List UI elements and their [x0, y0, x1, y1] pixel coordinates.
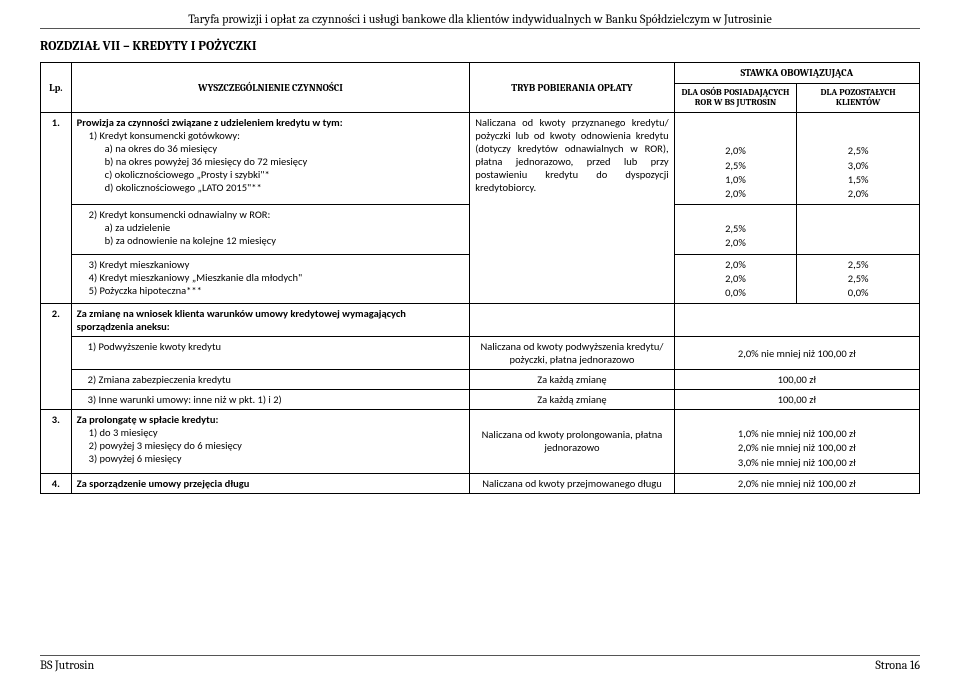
list-item: b) na okres powyżej 36 miesięcy do 72 mi… — [77, 155, 465, 168]
list-item: 1) Kredyt konsumencki gotówkowy: — [77, 129, 465, 142]
cell-rate-merged: 100,00 zł — [674, 390, 919, 410]
cell-tryb: Naliczana od kwoty przyznanego kredytu/ … — [470, 113, 674, 304]
rate-value: 2,0% — [680, 144, 792, 158]
cell-tryb: Za każdą zmianę — [470, 390, 674, 410]
rate-value: 3,0% nie mniej niż 100,00 zł — [680, 456, 914, 470]
rate-value: 2,5% — [680, 222, 792, 236]
table-row: 4. Za sporządzenie umowy przejęcia długu… — [41, 473, 920, 493]
th-desc: WYSZCZEGÓLNIENIE CZYNNOŚCI — [71, 63, 470, 113]
cell-desc: 3) Inne warunki umowy: inne niż w pkt. 1… — [71, 390, 470, 410]
cell-desc: 2) Kredyt konsumencki odnawialny w ROR: … — [71, 205, 470, 255]
th-rate1: DLA OSÓB POSIADAJĄCYCH ROR W BS JUTROSIN — [674, 84, 797, 113]
rate-value: 2,0% — [680, 272, 792, 286]
table-row: 3. Za prolongatę w spłacie kredytu: 1) d… — [41, 410, 920, 474]
table-row: 2. Za zmianę na wniosek klienta warunków… — [41, 304, 920, 337]
list-item: 1) do 3 miesięcy — [77, 426, 465, 439]
cell-desc: Za sporządzenie umowy przejęcia długu — [71, 473, 470, 493]
cell-rate1: 2,5% 2,0% — [674, 205, 797, 255]
cell-rate-merged: 100,00 zł — [674, 370, 919, 390]
cell-tryb — [470, 304, 674, 337]
list-item: 3) powyżej 6 miesięcy — [77, 452, 465, 465]
table-header-row-1: Lp. WYSZCZEGÓLNIENIE CZYNNOŚCI TRYB POBI… — [41, 63, 920, 84]
cell-desc: 3) Kredyt mieszkaniowy 4) Kredyt mieszka… — [71, 254, 470, 304]
list-item: 2) powyżej 3 miesięcy do 6 miesięcy — [77, 439, 465, 452]
th-rate-group: STAWKA OBOWIĄZUJĄCA — [674, 63, 919, 84]
page-footer: BS Jutrosin Strona 16 — [40, 655, 920, 672]
cell-rate2: 2,5% 3,0% 1,5% 2,0% — [797, 113, 920, 205]
list-item: c) okolicznościowego „Prosty i szybki"* — [77, 168, 465, 181]
rate-value: 1,0% nie mniej niż 100,00 zł — [680, 427, 914, 441]
cell-tryb: Naliczana od kwoty przejmowanego długu — [470, 473, 674, 493]
rate-value: 2,5% — [802, 272, 914, 286]
table-row: 3) Inne warunki umowy: inne niż w pkt. 1… — [41, 390, 920, 410]
list-item: a) na okres do 36 miesięcy — [77, 142, 465, 155]
cell-lp: 3. — [41, 410, 72, 474]
rate-value: 2,0% — [802, 187, 914, 201]
rate-value: 3,0% — [802, 159, 914, 173]
page-header: Taryfa prowizji i opłat za czynności i u… — [40, 12, 920, 29]
cell-rate-merged: 2,0% nie mniej niż 100,00 zł — [674, 473, 919, 493]
cell-desc: 1) Podwyższenie kwoty kredytu — [71, 337, 470, 370]
cell-rate-merged: 2,0% nie mniej niż 100,00 zł — [674, 337, 919, 370]
list-item: 2) Kredyt konsumencki odnawialny w ROR: — [77, 208, 465, 221]
rate-value: 2,5% — [802, 144, 914, 158]
list-item: 4) Kredyt mieszkaniowy „Mieszkanie dla m… — [77, 271, 465, 284]
fees-table: Lp. WYSZCZEGÓLNIENIE CZYNNOŚCI TRYB POBI… — [40, 62, 920, 494]
footer-right: Strona 16 — [875, 658, 920, 672]
rate-value: 0,0% — [802, 286, 914, 300]
table-row: 1. Prowizja za czynności związane z udzi… — [41, 113, 920, 205]
cell-rate2: 2,5% 2,5% 0,0% — [797, 254, 920, 304]
cell-rate1: 2,0% 2,0% 0,0% — [674, 254, 797, 304]
cell-desc: Za prolongatę w spłacie kredytu: 1) do 3… — [71, 410, 470, 474]
cell-lp: 1. — [41, 113, 72, 304]
rate-value: 2,0% — [680, 187, 792, 201]
list-item: d) okolicznościowego „LATO 2015"** — [77, 181, 465, 194]
table-row: 1) Podwyższenie kwoty kredytu Naliczana … — [41, 337, 920, 370]
cell-tryb: Naliczana od kwoty podwyższenia kredytu/… — [470, 337, 674, 370]
section-title: ROZDZIAŁ VII – KREDYTY I POŻYCZKI — [40, 39, 920, 54]
th-rate2: DLA POZOSTAŁYCH KLIENTÓW — [797, 84, 920, 113]
cell-rate2 — [797, 205, 920, 255]
th-lp: Lp. — [41, 63, 72, 113]
rate-value: 1,0% — [680, 173, 792, 187]
cell-rate-merged: 1,0% nie mniej niż 100,00 zł 2,0% nie mn… — [674, 410, 919, 474]
footer-left: BS Jutrosin — [40, 658, 94, 672]
cell-tryb: Naliczana od kwoty prolongowania, płatna… — [470, 410, 674, 474]
list-item: 5) Pożyczka hipoteczna*** — [77, 284, 465, 297]
rate-value: 2,0% — [680, 258, 792, 272]
page: Taryfa prowizji i opłat za czynności i u… — [0, 0, 960, 682]
rate-value: 1,5% — [802, 173, 914, 187]
table-row: 2) Zmiana zabezpieczenia kredytu Za każd… — [41, 370, 920, 390]
rate-value: 2,5% — [802, 258, 914, 272]
list-item: 3) Kredyt mieszkaniowy — [77, 258, 465, 271]
cell-desc: 2) Zmiana zabezpieczenia kredytu — [71, 370, 470, 390]
th-tryb: TRYB POBIERANIA OPŁATY — [470, 63, 674, 113]
row-title: Za prolongatę w spłacie kredytu: — [77, 413, 219, 426]
cell-desc: Prowizja za czynności związane z udziele… — [71, 113, 470, 205]
cell-desc: Za zmianę na wniosek klienta warunków um… — [71, 304, 470, 337]
list-item: b) za odnowienie na kolejne 12 miesięcy — [77, 234, 465, 247]
row-title: Prowizja za czynności związane z udziele… — [77, 116, 343, 129]
cell-lp: 4. — [41, 473, 72, 493]
rate-value: 2,0% — [680, 236, 792, 250]
cell-tryb: Za każdą zmianę — [470, 370, 674, 390]
rate-value: 0,0% — [680, 286, 792, 300]
cell-lp: 2. — [41, 304, 72, 410]
cell-rate-merged — [674, 304, 919, 337]
cell-rate1: 2,0% 2,5% 1,0% 2,0% — [674, 113, 797, 205]
list-item: a) za udzielenie — [77, 221, 465, 234]
rate-value: 2,0% nie mniej niż 100,00 zł — [680, 441, 914, 455]
rate-value: 2,5% — [680, 159, 792, 173]
